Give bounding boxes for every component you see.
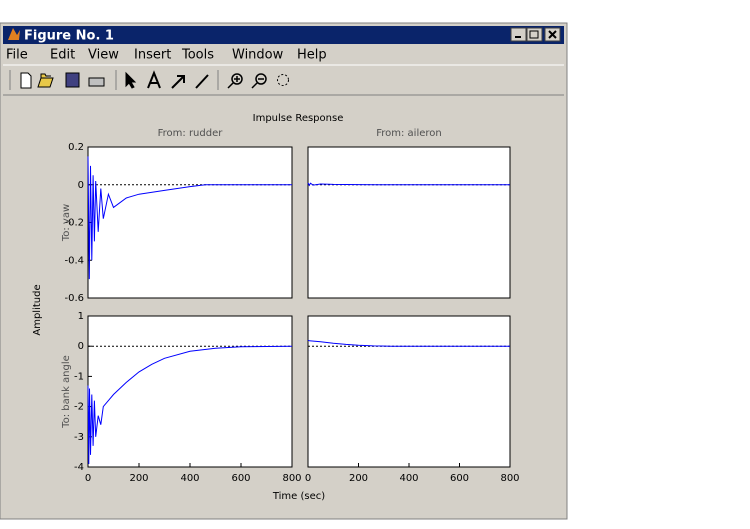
toolbar	[9, 70, 289, 90]
axes	[307, 146, 511, 299]
line-icon[interactable]	[195, 74, 209, 89]
x-tick-label: 800	[282, 473, 301, 484]
open-icon[interactable]	[37, 73, 54, 88]
menu-item[interactable]: Tools	[181, 48, 214, 63]
title-bar	[3, 26, 564, 44]
zoom-in-icon[interactable]	[231, 73, 243, 85]
menu-item[interactable]: Help	[297, 48, 327, 63]
axes	[307, 315, 511, 468]
y-tick-label: -0.6	[64, 293, 84, 304]
x-tick-label: 200	[349, 473, 368, 484]
pointer-icon[interactable]	[125, 71, 137, 89]
arrow-icon[interactable]	[171, 75, 185, 89]
x-tick-label: 400	[180, 473, 199, 484]
menu-item[interactable]: Edit	[50, 48, 75, 63]
zoom-in-glyph	[227, 76, 240, 89]
response-line	[307, 182, 510, 187]
row-label: To: yaw	[61, 204, 72, 242]
plot-area: Impulse Response Time (sec) Amplitude -0…	[32, 113, 520, 502]
maximize-glyph	[529, 30, 539, 39]
window-controls[interactable]	[510, 27, 561, 42]
response-line	[87, 345, 293, 465]
axes	[87, 315, 293, 468]
y-tick-label: -4	[74, 462, 84, 473]
response-line	[307, 339, 510, 347]
x-tick-label: 200	[129, 473, 148, 484]
save-icon[interactable]	[65, 72, 80, 88]
x-tick-label: 800	[500, 473, 519, 484]
rotate-icon[interactable]	[277, 74, 289, 86]
y-tick-label: -0.2	[64, 218, 84, 229]
app-icon	[8, 28, 20, 40]
y-axis-label: Amplitude	[32, 284, 43, 335]
subplot-title: From: aileron	[376, 128, 442, 139]
x-tick-label: 0	[305, 473, 311, 484]
zoom-out-glyph	[251, 78, 264, 89]
window-title: Figure No. 1	[24, 29, 114, 44]
menu-bar: File Edit View Insert Tools Window Help	[6, 48, 327, 63]
x-tick-label: 600	[231, 473, 250, 484]
y-tick-label: 0.2	[68, 142, 84, 153]
y-tick-label: 0	[78, 180, 84, 191]
row-label: To: bank angle	[61, 355, 72, 429]
text-icon[interactable]	[147, 70, 161, 89]
y-tick-label: 1	[78, 311, 84, 322]
y-tick-label: -3	[74, 432, 84, 443]
menu-item[interactable]: File	[6, 48, 28, 63]
menu-item[interactable]: Window	[232, 48, 284, 63]
figure-title: Impulse Response	[253, 113, 344, 124]
print-icon[interactable]	[88, 77, 105, 87]
maximize-button[interactable]	[526, 27, 543, 42]
axes	[87, 146, 293, 299]
y-tick-label: -0.4	[64, 255, 84, 266]
zoom-out-icon[interactable]	[255, 73, 267, 85]
x-tick-label: 0	[85, 473, 91, 484]
subplot-title: From: rudder	[158, 128, 224, 139]
x-axis-label: Time (sec)	[272, 491, 325, 502]
menu-item[interactable]: Insert	[134, 48, 171, 63]
y-tick-label: -1	[74, 371, 84, 382]
close-glyph	[548, 30, 557, 39]
menu-item[interactable]: View	[88, 48, 119, 63]
y-tick-label: 0	[78, 341, 84, 352]
x-tick-label: 600	[450, 473, 469, 484]
y-tick-label: -2	[74, 402, 84, 413]
new-icon[interactable]	[20, 72, 32, 89]
minimize-button[interactable]	[510, 27, 527, 42]
x-tick-label: 400	[399, 473, 418, 484]
response-line	[87, 156, 292, 280]
